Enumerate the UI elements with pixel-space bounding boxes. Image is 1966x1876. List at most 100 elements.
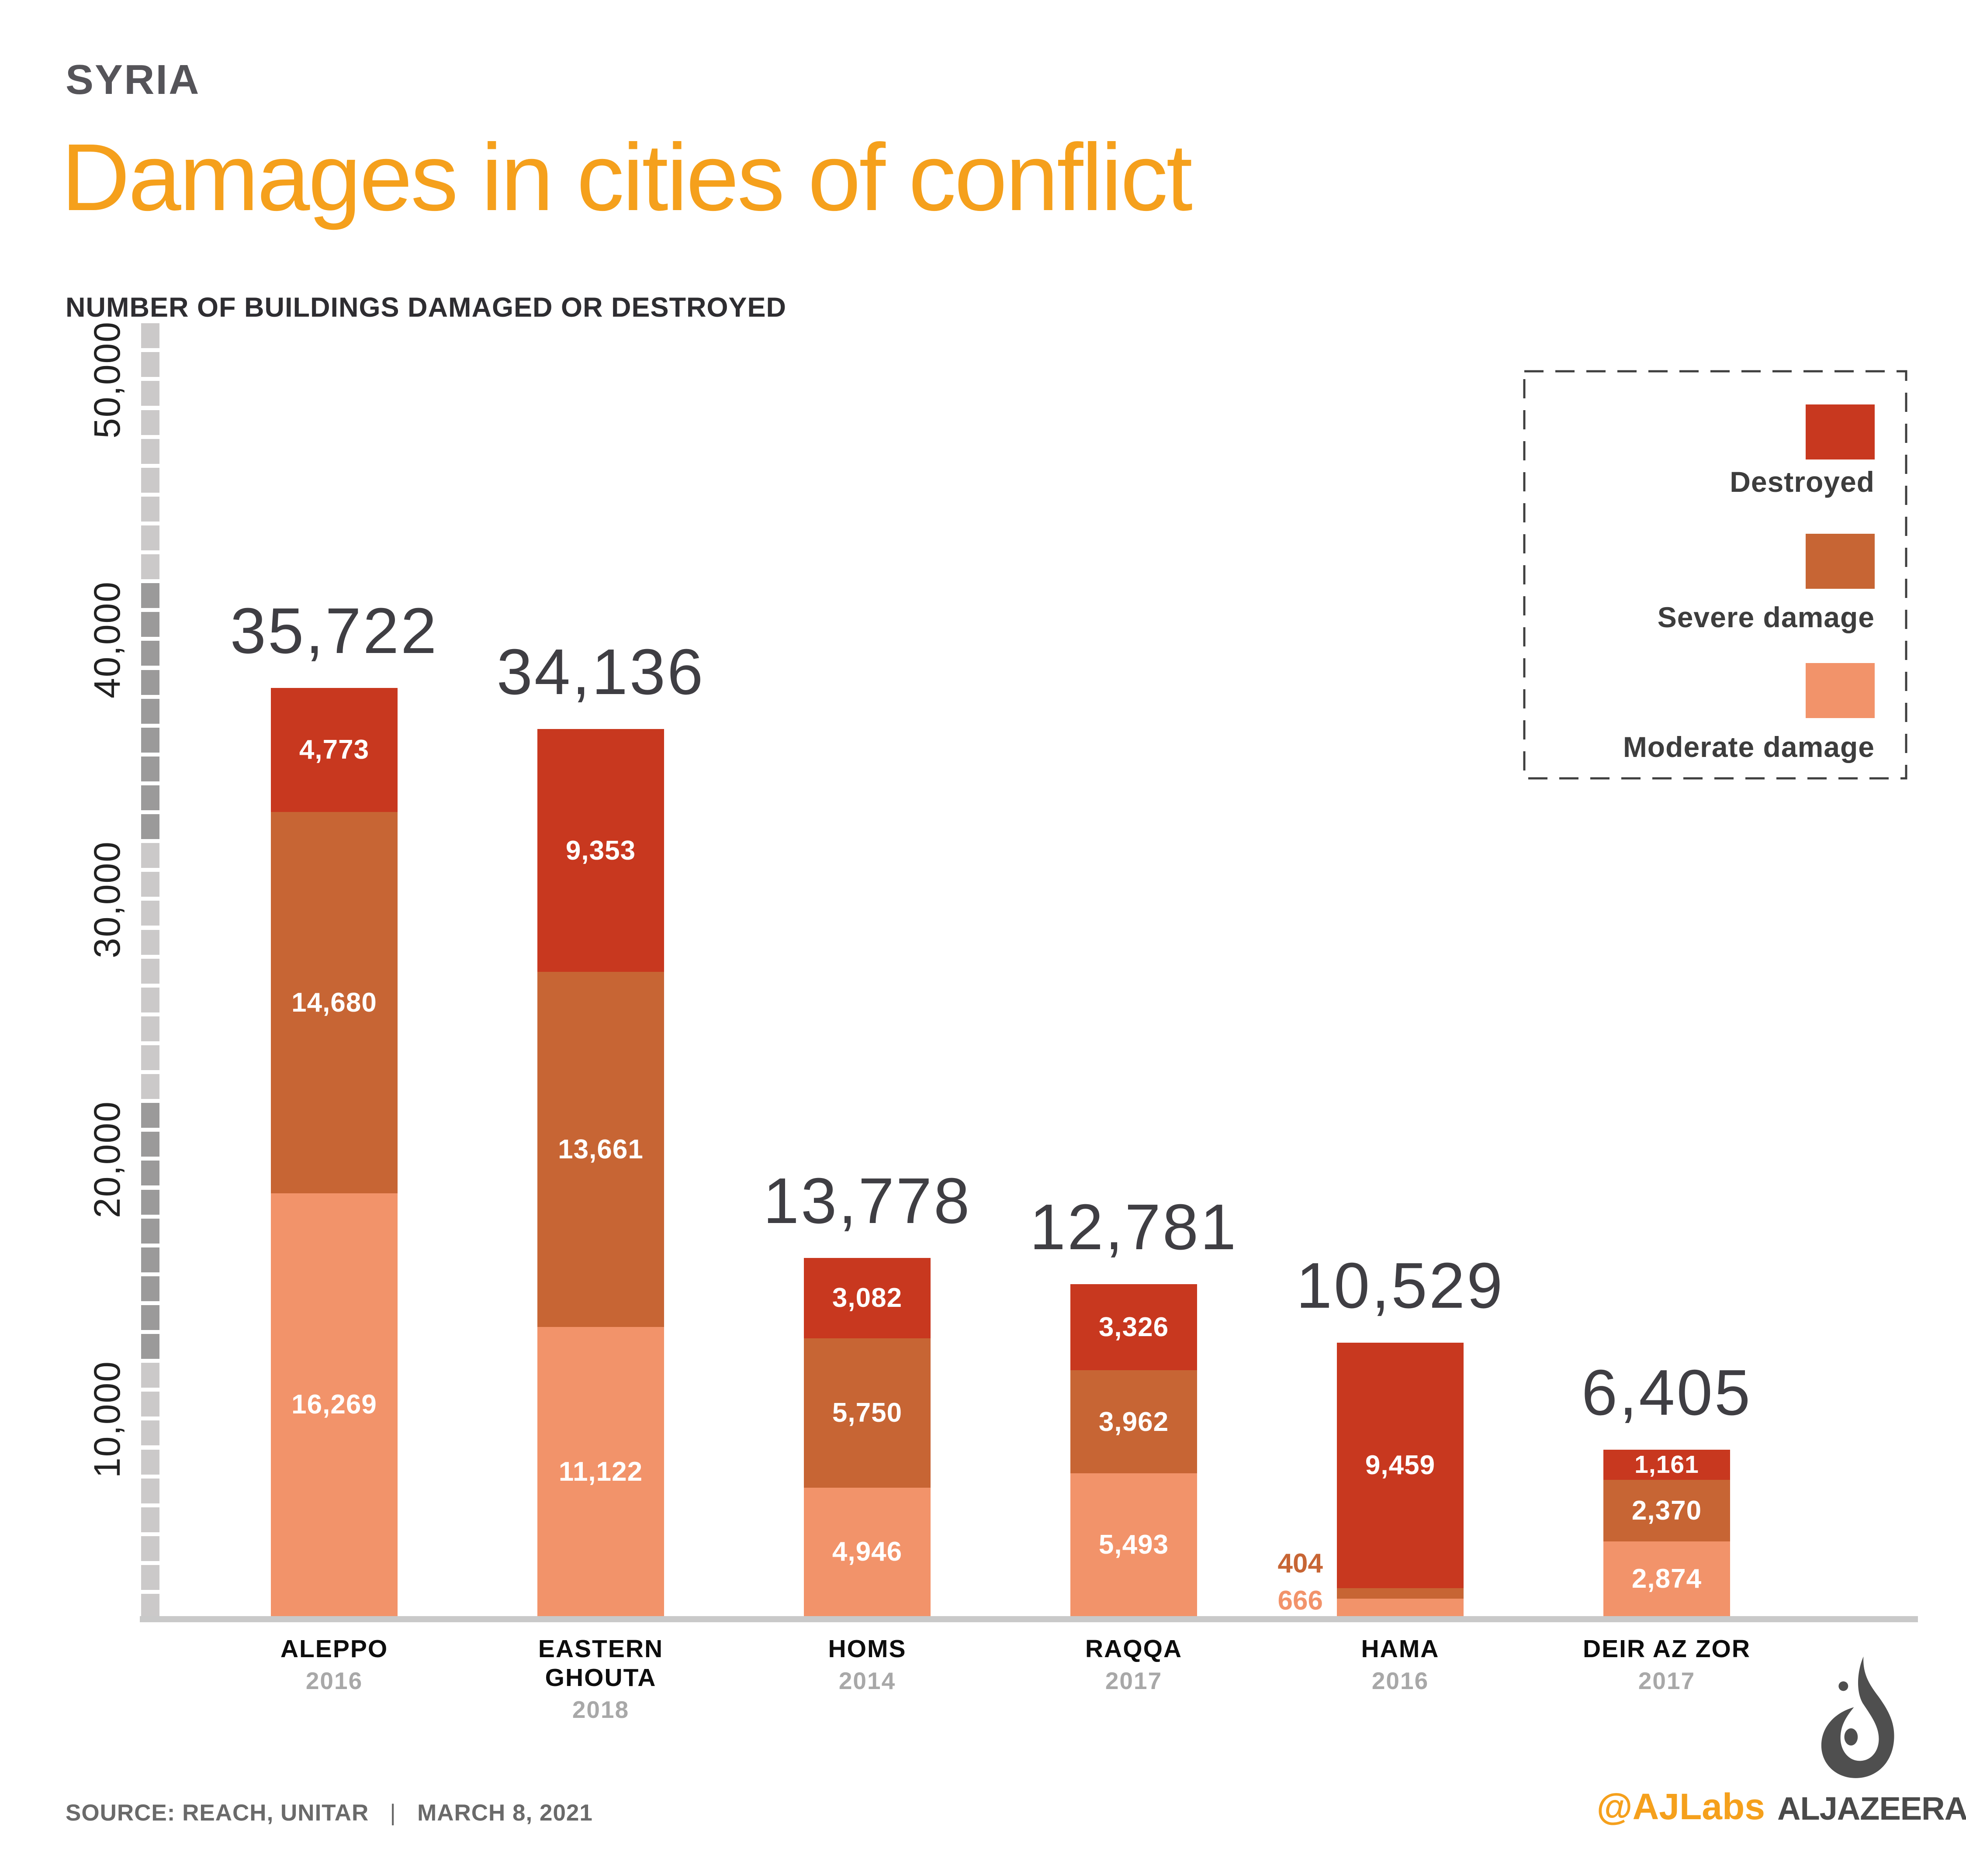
category-label-group: ALEPPO 2016 <box>240 1634 428 1694</box>
segment-value-label: 9,353 <box>565 835 636 866</box>
y-axis-ruler-block <box>141 785 159 811</box>
y-axis-ruler-block <box>141 1565 159 1590</box>
segment-value-label-outside: 666 <box>1277 1586 1323 1616</box>
bar-segment-severe-damage: 2,370 <box>1603 1479 1730 1541</box>
legend-dashed-border <box>1523 370 1907 780</box>
y-axis-ruler-block <box>141 1478 159 1503</box>
y-axis-ruler-block <box>141 1507 159 1532</box>
bar-total-label: 10,529 <box>1296 1249 1505 1322</box>
segment-value-label: 2,370 <box>1631 1495 1702 1526</box>
category-label-group: HOMS 2014 <box>773 1634 961 1694</box>
bar-segment-severe-damage: 13,661 <box>537 972 664 1327</box>
y-axis-ruler-block <box>141 1420 159 1446</box>
y-axis-ruler-block <box>141 929 159 955</box>
y-axis-ruler-block <box>141 439 159 464</box>
y-axis-ruler-block <box>141 467 159 493</box>
legend-label-moderate: Moderate damage <box>1623 731 1875 763</box>
category-city-label: RAQQA <box>1085 1635 1183 1663</box>
chart-subtitle: NUMBER OF BUILDINGS DAMAGED OR DESTROYED <box>66 292 787 323</box>
bar-segment-moderate-damage: 11,122 <box>537 1327 664 1616</box>
bar-segment-destroyed: 3,326 <box>1070 1284 1197 1371</box>
y-axis-ruler-block <box>141 987 159 1012</box>
y-axis-ruler-block <box>141 1392 159 1417</box>
bar-segment-destroyed: 9,459 <box>1337 1342 1464 1589</box>
bar-segment-moderate-damage: 4,946 <box>804 1487 931 1616</box>
legend-swatch-severe <box>1806 534 1875 589</box>
y-axis-ruler-block <box>141 727 159 753</box>
y-axis-ruler-block <box>141 496 159 522</box>
source-separator: | <box>390 1800 397 1826</box>
bar-segment-destroyed: 4,773 <box>271 688 398 812</box>
y-axis-ruler-block <box>141 843 159 868</box>
y-axis-tick-label: 30,000 <box>87 841 128 958</box>
legend-swatch-destroyed <box>1806 404 1875 459</box>
bar-segment-destroyed: 3,082 <box>804 1258 931 1338</box>
category-label-group: RAQQA 2017 <box>1040 1634 1228 1694</box>
y-axis-ruler-block <box>141 1103 159 1128</box>
category-label-group: EASTERN GHOUTA 2018 <box>507 1634 695 1723</box>
category-city-label: HOMS <box>828 1635 907 1663</box>
segment-value-label: 3,082 <box>832 1283 903 1313</box>
bar-segment-moderate-damage: 2,874 <box>1603 1541 1730 1616</box>
y-axis-ruler-block <box>141 1449 159 1475</box>
y-axis-ruler-block <box>141 525 159 551</box>
y-axis-tick-label: 10,000 <box>87 1361 128 1478</box>
y-axis-ruler-block <box>141 554 159 580</box>
bar-total-label: 34,136 <box>496 636 705 708</box>
bar-total-label: 12,781 <box>1029 1191 1238 1263</box>
y-axis-ruler-block <box>141 1276 159 1301</box>
bar-segment-moderate-damage: 5,493 <box>1070 1473 1197 1616</box>
plot-baseline <box>140 1616 1918 1622</box>
y-axis-ruler-block <box>141 1045 159 1071</box>
y-axis-ruler-block <box>141 814 159 840</box>
y-axis-ruler-block <box>141 1247 159 1272</box>
y-axis-ruler-block <box>141 1305 159 1330</box>
y-axis-ruler-block <box>141 1161 159 1186</box>
y-axis-ruler-block <box>141 381 159 406</box>
y-axis-ruler-block <box>141 323 159 349</box>
aljazeera-wordmark: ALJAZEERA <box>1777 1790 1966 1827</box>
y-axis-ruler-block <box>141 1218 159 1244</box>
segment-value-label: 4,946 <box>832 1537 903 1567</box>
aljazeera-logo <box>1821 1656 1894 1778</box>
y-axis-ruler-block <box>141 352 159 377</box>
segment-value-label: 1,161 <box>1634 1451 1699 1479</box>
category-city-label: ALEPPO <box>280 1635 388 1663</box>
source-line: SOURCE: REACH, UNITAR | MARCH 8, 2021 <box>66 1800 593 1826</box>
y-axis-ruler-block <box>141 1189 159 1215</box>
source-date: MARCH 8, 2021 <box>417 1800 593 1826</box>
chart-legend: Destroyed Severe damage Moderate damage <box>1523 370 1908 780</box>
legend-swatch-moderate <box>1806 663 1875 718</box>
bar-segment-moderate-damage <box>1337 1599 1464 1616</box>
bar-total-label: 6,405 <box>1581 1356 1752 1429</box>
y-axis-ruler-block <box>141 1132 159 1157</box>
y-axis-ruler-block <box>141 1334 159 1359</box>
bar-segment-destroyed: 1,161 <box>1603 1449 1730 1480</box>
page-title: Damages in cities of conflict <box>61 124 1193 231</box>
y-axis-tick-label: 20,000 <box>87 1101 128 1218</box>
segment-value-label: 11,122 <box>558 1456 643 1487</box>
y-axis-ruler-block <box>141 901 159 926</box>
y-axis-tick-label: 50,000 <box>87 321 128 439</box>
segment-value-label: 5,493 <box>1098 1530 1169 1560</box>
y-axis-tick-label: 40,000 <box>87 581 128 698</box>
category-year-label: 2014 <box>838 1667 896 1694</box>
y-axis-ruler-block <box>141 698 159 724</box>
category-year-label: 2018 <box>572 1696 630 1723</box>
bar-segment-severe-damage: 5,750 <box>804 1338 931 1488</box>
y-axis-ruler-block <box>141 1536 159 1561</box>
segment-value-label: 13,661 <box>558 1134 644 1165</box>
segment-value-label: 3,326 <box>1098 1312 1169 1342</box>
y-axis-ruler-block <box>141 1016 159 1041</box>
ajlabs-credit: @AJLabs <box>1596 1786 1765 1827</box>
category-year-label: 2016 <box>1371 1667 1429 1694</box>
report-kicker: SYRIA <box>66 56 201 103</box>
y-axis-ruler-block <box>141 1363 159 1388</box>
bar-total-label: 35,722 <box>230 594 439 667</box>
y-axis-ruler-block <box>141 670 159 695</box>
segment-value-label: 5,750 <box>832 1398 903 1428</box>
segment-value-label: 3,962 <box>1098 1406 1169 1437</box>
segment-value-label: 2,874 <box>1631 1563 1702 1594</box>
y-axis-ruler-block <box>141 1594 159 1619</box>
